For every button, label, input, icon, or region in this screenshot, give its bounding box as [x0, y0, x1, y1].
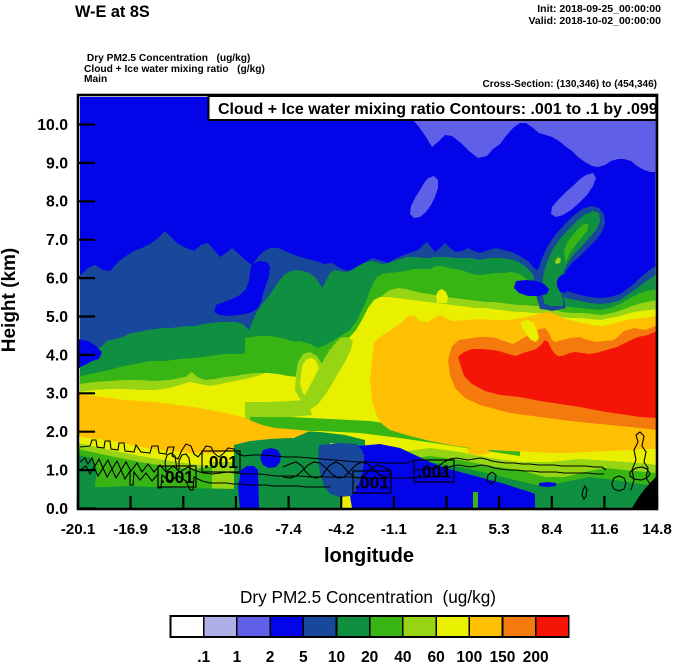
svg-text:-7.4: -7.4: [276, 521, 303, 538]
svg-text:.001: .001: [355, 472, 389, 492]
svg-text:.001: .001: [160, 467, 194, 487]
svg-text:6.0: 6.0: [46, 271, 68, 288]
svg-text:200: 200: [523, 649, 549, 666]
svg-text:longitude: longitude: [324, 545, 414, 567]
svg-text:2: 2: [266, 649, 275, 666]
svg-text:7.0: 7.0: [46, 232, 68, 249]
svg-text:Cloud + Ice water mixing ratio: Cloud + Ice water mixing ratio Contours:…: [218, 101, 658, 118]
svg-text:5: 5: [299, 649, 308, 666]
svg-text:.001: .001: [417, 461, 451, 481]
svg-text:11.6: 11.6: [590, 521, 619, 538]
svg-text:60: 60: [427, 649, 444, 666]
svg-text:3.0: 3.0: [46, 386, 68, 403]
svg-text:100: 100: [456, 649, 482, 666]
svg-text:2.1: 2.1: [436, 521, 458, 538]
svg-text:-10.6: -10.6: [219, 521, 254, 538]
svg-text:-20.1: -20.1: [61, 521, 96, 538]
svg-text:10: 10: [328, 649, 345, 666]
svg-text:-13.8: -13.8: [166, 521, 201, 538]
svg-text:5.3: 5.3: [489, 521, 510, 538]
svg-text:.1: .1: [197, 649, 210, 666]
svg-text:14.8: 14.8: [642, 521, 672, 538]
svg-text:.001: .001: [204, 452, 238, 472]
svg-text:0.0: 0.0: [46, 501, 68, 518]
svg-text:4.0: 4.0: [46, 347, 68, 364]
svg-text:20: 20: [361, 649, 378, 666]
svg-text:10.0: 10.0: [37, 117, 68, 134]
svg-text:1: 1: [233, 649, 242, 666]
svg-text:8.4: 8.4: [541, 521, 563, 538]
svg-text:Dry PM2.5 Concentration (ug/k: Dry PM2.5 Concentration (ug/kg): [240, 587, 496, 607]
svg-text:-1.1: -1.1: [381, 521, 408, 538]
svg-text:40: 40: [394, 649, 411, 666]
svg-text:-4.2: -4.2: [328, 521, 354, 538]
svg-text:1.0: 1.0: [46, 463, 68, 480]
svg-text:9.0: 9.0: [46, 155, 68, 172]
svg-text:5.0: 5.0: [46, 309, 68, 326]
svg-text:2.0: 2.0: [46, 424, 68, 441]
svg-text:8.0: 8.0: [46, 194, 68, 211]
svg-text:Height (km): Height (km): [0, 248, 20, 353]
svg-text:150: 150: [490, 649, 516, 666]
svg-text:-16.9: -16.9: [113, 521, 148, 538]
